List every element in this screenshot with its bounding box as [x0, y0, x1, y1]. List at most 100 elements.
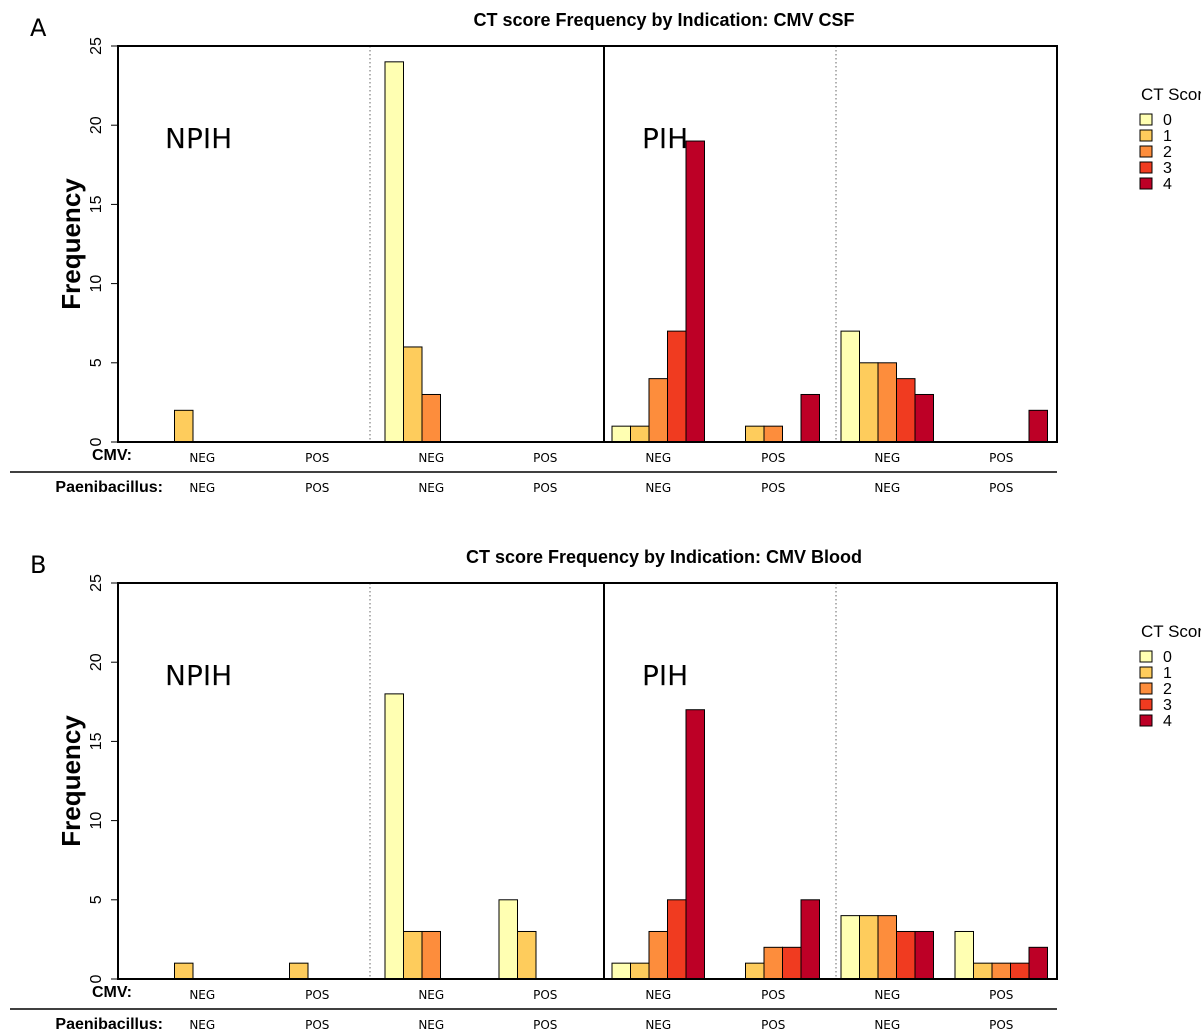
bar: [384, 693, 404, 980]
legend-label: 2: [1163, 144, 1172, 161]
bar: [954, 930, 974, 980]
bar: [896, 378, 916, 443]
cmv-category-label: POS: [989, 451, 1013, 465]
bar: [630, 425, 650, 443]
bar: [611, 425, 631, 443]
cmv-category-label: POS: [533, 988, 557, 1002]
bar: [403, 346, 423, 443]
bar: [1010, 962, 1030, 980]
legend-label: 0: [1163, 649, 1172, 666]
group-label-npih: NPIH: [165, 122, 232, 155]
pih-frame: [603, 45, 1058, 443]
paenibacillus-category-label: POS: [761, 481, 785, 495]
legend-swatch: [1139, 145, 1153, 158]
y-tick-label: 15: [88, 732, 105, 750]
paenibacillus-category-label: NEG: [874, 481, 900, 495]
pih-frame: [603, 582, 1058, 980]
bar: [648, 378, 668, 443]
cmv-category-label: NEG: [874, 988, 900, 1002]
legend-swatch: [1139, 698, 1153, 711]
bar: [421, 930, 441, 980]
legend-swatch: [1139, 161, 1153, 174]
legend-label: 2: [1163, 681, 1172, 698]
paenibacillus-category-label: POS: [533, 481, 557, 495]
bar: [763, 946, 783, 980]
bar: [877, 915, 897, 980]
bar: [782, 946, 802, 980]
cmv-category-label: NEG: [418, 451, 444, 465]
cmv-category-label: POS: [305, 451, 329, 465]
bar: [914, 930, 934, 980]
paenibacillus-category-label: NEG: [645, 481, 671, 495]
group-label-pih: PIH: [642, 659, 688, 692]
bar: [384, 61, 404, 443]
paenibacillus-category-label: NEG: [189, 481, 215, 495]
bar: [973, 962, 993, 980]
bar: [859, 915, 879, 980]
chart-title: CT score Frequency by Indication: CMV Bl…: [466, 547, 862, 567]
y-axis-label: Frequency: [56, 178, 86, 310]
bar: [763, 425, 783, 443]
bar: [745, 425, 765, 443]
bar: [840, 330, 860, 443]
bar: [630, 962, 650, 980]
paenibacillus-category-label: NEG: [189, 1018, 215, 1032]
bar: [517, 930, 537, 980]
bar: [667, 899, 687, 980]
paenibacillus-row-label: Paenibacillus:: [55, 1016, 163, 1032]
legend-label: 3: [1163, 697, 1172, 714]
legend-label: 4: [1163, 176, 1172, 193]
group-label-pih: PIH: [642, 122, 688, 155]
cmv-category-label: NEG: [645, 451, 671, 465]
bar: [174, 409, 194, 443]
y-tick-label: 25: [88, 574, 105, 592]
cmv-category-label: POS: [533, 451, 557, 465]
cmv-category-label: POS: [761, 988, 785, 1002]
cmv-category-label: NEG: [189, 451, 215, 465]
legend-swatch: [1139, 129, 1153, 142]
bar: [174, 962, 194, 980]
paenibacillus-category-label: NEG: [645, 1018, 671, 1032]
bar: [685, 140, 705, 443]
bar: [648, 930, 668, 980]
bar: [498, 899, 518, 980]
y-tick-label: 0: [88, 437, 105, 446]
bar: [611, 962, 631, 980]
bar: [667, 330, 687, 443]
cmv-category-label: NEG: [645, 988, 671, 1002]
paenibacillus-category-label: NEG: [874, 1018, 900, 1032]
cmv-category-label: POS: [305, 988, 329, 1002]
y-tick-label: 25: [88, 37, 105, 55]
bar: [800, 393, 820, 443]
paenibacillus-category-label: NEG: [418, 481, 444, 495]
paenibacillus-category-label: POS: [533, 1018, 557, 1032]
y-tick-label: 10: [88, 275, 105, 293]
y-tick-label: 0: [88, 974, 105, 983]
y-tick-label: 5: [88, 358, 105, 367]
bar: [745, 962, 765, 980]
cmv-category-label: POS: [761, 451, 785, 465]
legend-swatch: [1139, 682, 1153, 695]
bar: [1028, 946, 1048, 980]
legend-label: 1: [1163, 128, 1172, 145]
bar: [914, 393, 934, 443]
paenibacillus-category-label: POS: [989, 481, 1013, 495]
legend-swatch: [1139, 113, 1153, 126]
bar: [421, 393, 441, 443]
y-tick-label: 10: [88, 812, 105, 830]
legend-label: 1: [1163, 665, 1172, 682]
cmv-category-label: POS: [989, 988, 1013, 1002]
legend-label: 0: [1163, 112, 1172, 129]
y-tick-label: 5: [88, 895, 105, 904]
paenibacillus-category-label: POS: [305, 481, 329, 495]
bar: [1028, 409, 1048, 443]
y-tick-label: 20: [88, 653, 105, 671]
panel-letter: A: [30, 14, 47, 42]
legend-swatch: [1139, 177, 1153, 190]
bar: [289, 962, 309, 980]
bar: [877, 362, 897, 443]
panel-b: B CT score Frequency by Indication: CMV B…: [10, 547, 1201, 1032]
legend-swatch: [1139, 666, 1153, 679]
cmv-row-label: CMV:: [92, 447, 132, 464]
